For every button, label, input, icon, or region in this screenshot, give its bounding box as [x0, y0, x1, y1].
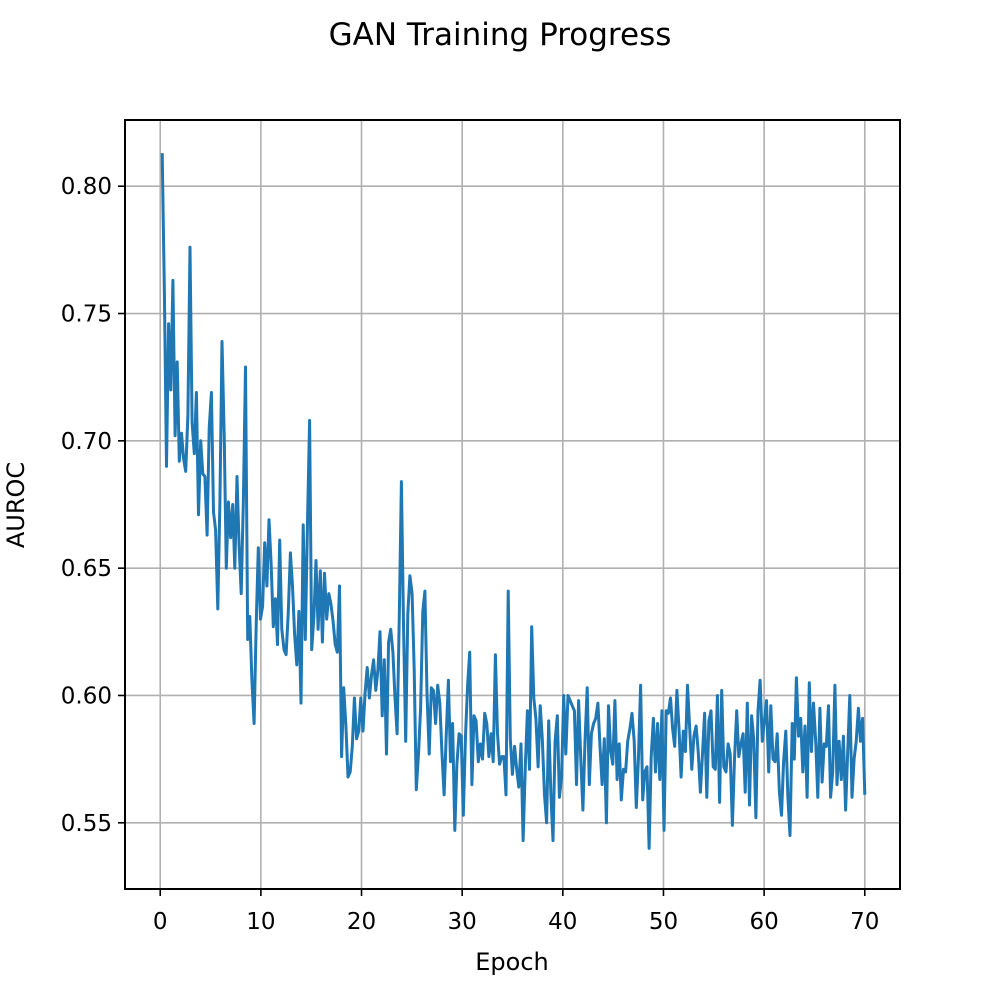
axis-ticks: 0 10 20 30 40 50 60 70 0.55 0.60 0.65 0.70 0.75 0.80	[61, 174, 880, 935]
y-tick-label: 0.80	[61, 174, 112, 200]
y-tick-label: 0.75	[61, 302, 112, 328]
y-tick-label: 0.60	[61, 683, 112, 709]
x-tick-label: 60	[749, 909, 778, 935]
x-tick-label: 70	[850, 909, 879, 935]
x-tick-label: 50	[649, 909, 678, 935]
y-tick-label: 0.70	[61, 429, 112, 455]
plot-area-frame	[124, 119, 901, 890]
x-tick-label: 30	[448, 909, 477, 935]
x-tick-label: 10	[246, 909, 275, 935]
grid	[125, 120, 900, 889]
x-axis-label: Epoch	[475, 948, 549, 976]
chart-title: GAN Training Progress	[329, 17, 672, 53]
x-tick-label: 0	[153, 909, 168, 935]
x-tick-label: 20	[347, 909, 376, 935]
y-tick-label: 0.65	[61, 556, 112, 582]
y-tick-label: 0.55	[61, 811, 112, 837]
x-tick-label: 40	[548, 909, 577, 935]
y-axis-label: AUROC	[2, 462, 30, 548]
series-line	[160, 153, 867, 850]
